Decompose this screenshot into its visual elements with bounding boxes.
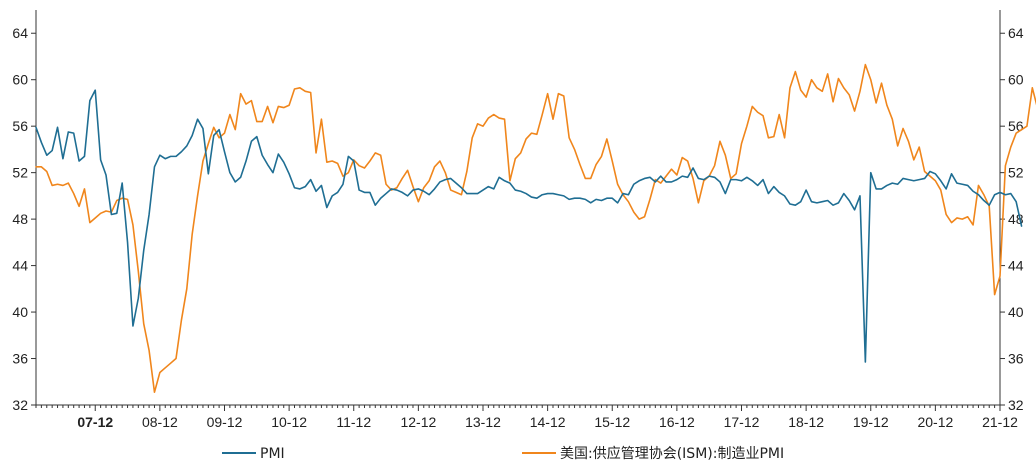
x-tick-label: 12-12 (400, 414, 436, 430)
y-tick-label-left: 64 (12, 25, 28, 41)
y-tick-label-left: 40 (12, 304, 28, 320)
x-tick-label: 16-12 (659, 414, 695, 430)
y-tick-label-right: 60 (1008, 72, 1024, 88)
y-tick-label-left: 52 (12, 165, 28, 181)
x-tick-label: 20-12 (917, 414, 953, 430)
x-tick-label: 17-12 (724, 414, 760, 430)
x-tick-label: 10-12 (271, 414, 307, 430)
y-tick-label-left: 36 (12, 351, 28, 367)
x-tick-label: 19-12 (853, 414, 889, 430)
chart-axes (35, 10, 1001, 406)
y-tick-label-right: 44 (1008, 258, 1024, 274)
y-tick-label-right: 32 (1008, 397, 1024, 413)
x-tick-label: 09-12 (207, 414, 243, 430)
series-line-pmi (35, 89, 1023, 363)
x-tick-label: 14-12 (530, 414, 566, 430)
legend-label-ism-pmi: 美国:供应管理协会(ISM):制造业PMI (560, 445, 784, 462)
y-tick-label-left: 56 (12, 118, 28, 134)
legend: PMI 美国:供应管理协会(ISM):制造业PMI (222, 445, 784, 462)
x-tick-label: 21-12 (982, 414, 1018, 430)
x-tick-label: 11-12 (336, 414, 371, 430)
x-tick-label: 15-12 (594, 414, 630, 430)
y-tick-label-right: 52 (1008, 165, 1024, 181)
y-tick-label-right: 36 (1008, 351, 1024, 367)
y-tick-label-left: 60 (12, 72, 28, 88)
series-line-ism-pmi (35, 63, 1036, 394)
legend-label-pmi: PMI (260, 446, 285, 462)
x-tick-label: 08-12 (142, 414, 178, 430)
plot-lines (35, 63, 1036, 394)
x-tick-label: 18-12 (788, 414, 824, 430)
y-tick-label-left: 32 (12, 397, 28, 413)
x-tick-label: 13-12 (465, 414, 501, 430)
y-tick-label-left: 44 (12, 258, 28, 274)
y-tick-label-right: 64 (1008, 25, 1024, 41)
x-tick-label: 07-12 (77, 414, 113, 430)
y-tick-label-right: 40 (1008, 304, 1024, 320)
y-tick-label-left: 48 (12, 211, 28, 227)
y-tick-label-right: 56 (1008, 118, 1024, 134)
